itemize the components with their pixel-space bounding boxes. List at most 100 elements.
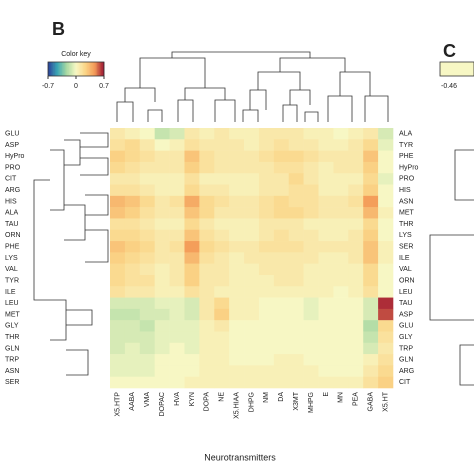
heatmap-cell	[288, 320, 304, 332]
heatmap-cell	[348, 150, 364, 163]
heatmap-cell	[184, 252, 200, 264]
heatmap-cell	[244, 218, 260, 231]
heatmap-cell	[184, 241, 200, 253]
panel-c-dendrogram	[429, 149, 474, 386]
heatmap-cell	[363, 195, 379, 208]
heatmap-cell	[199, 195, 215, 208]
right-label: THR	[399, 221, 413, 228]
heatmap-cell	[110, 150, 126, 163]
heatmap-cell	[303, 342, 319, 355]
colorbar-segment	[94, 62, 96, 76]
heatmap-cell	[169, 173, 185, 185]
heatmap-cell	[169, 207, 185, 219]
row-label: TYR	[5, 277, 19, 284]
x-axis-label: Neurotransmitters	[204, 452, 276, 462]
heatmap-cell	[333, 241, 349, 253]
right-label: ALA	[399, 130, 413, 137]
right-label: ILE	[399, 255, 410, 262]
heatmap-cell	[199, 252, 215, 264]
heatmap-cell	[348, 241, 364, 253]
column-label: NE	[219, 392, 226, 402]
heatmap-cell	[229, 286, 245, 298]
heatmap-cell	[363, 184, 379, 197]
colorbar-segment	[78, 62, 81, 76]
column-label: HVA	[174, 392, 181, 406]
heatmap-cell	[303, 274, 319, 287]
heatmap-cell	[378, 308, 394, 321]
heatmap-cell	[378, 376, 394, 389]
panel-label: C	[443, 41, 456, 61]
heatmap-cell	[169, 297, 185, 310]
heatmap-cell	[199, 128, 215, 140]
colorbar-segment	[55, 62, 57, 76]
row-dendrogram	[33, 132, 109, 376]
right-label: ASP	[399, 311, 413, 318]
heatmap-cell	[199, 218, 215, 231]
heatmap-cell	[124, 173, 141, 185]
heatmap-cell	[244, 207, 260, 219]
heatmap-cell	[288, 365, 304, 377]
heatmap-cell	[378, 252, 394, 264]
heatmap-cell	[363, 139, 379, 151]
heatmap-cell	[363, 342, 379, 355]
heatmap-cell	[184, 184, 200, 197]
heatmap-cell	[348, 218, 364, 231]
heatmap-cell	[124, 308, 141, 321]
row-label: ARG	[5, 187, 20, 194]
heatmap-cell	[378, 297, 394, 310]
heatmap-cell	[303, 184, 319, 197]
column-label: PEA	[353, 392, 360, 406]
heatmap-cell	[169, 161, 185, 174]
heatmap-cell	[154, 274, 170, 287]
colorbar-segment	[59, 62, 61, 76]
heatmap-cell	[303, 128, 319, 140]
heatmap-cell	[110, 320, 126, 332]
heatmap-cell	[124, 365, 141, 377]
heatmap-cell	[363, 365, 379, 377]
heatmap-cell	[169, 229, 185, 242]
heatmap-cell	[139, 173, 155, 185]
heatmap-cell	[288, 207, 304, 219]
heatmap-cell	[318, 139, 334, 151]
heatmap-cell	[214, 218, 230, 231]
heatmap-cell	[244, 274, 260, 287]
heatmap-cell	[318, 128, 334, 140]
heatmap-cell	[288, 308, 304, 321]
heatmap-cell	[184, 263, 200, 276]
heatmap-cell	[169, 150, 185, 163]
heatmap-cell	[229, 218, 245, 231]
heatmap-cell	[333, 128, 349, 140]
colorbar-segment	[81, 62, 84, 76]
heatmap-cell	[303, 173, 319, 185]
heatmap-cell	[154, 229, 170, 242]
heatmap-cell	[184, 161, 200, 174]
heatmap-cell	[229, 252, 245, 264]
heatmap-cell	[333, 161, 349, 174]
column-label: DOPA	[204, 392, 211, 412]
heatmap-cell	[229, 365, 245, 377]
heatmap-cell	[199, 263, 215, 276]
heatmap-cell	[303, 365, 319, 377]
heatmap-cell	[154, 308, 170, 321]
heatmap-cell	[288, 150, 304, 163]
right-label: VAL	[399, 266, 412, 273]
heatmap-cell	[169, 342, 185, 355]
heatmap-cell	[124, 128, 141, 140]
row-label: ORN	[5, 232, 21, 239]
heatmap-cell	[154, 263, 170, 276]
heatmap-cell	[169, 286, 185, 298]
heatmap-cell	[199, 241, 215, 253]
heatmap-cell	[348, 297, 364, 310]
heatmap-cell	[258, 139, 275, 151]
heatmap-cell	[333, 320, 349, 332]
heatmap-cell	[258, 218, 275, 231]
right-label: MET	[399, 210, 415, 217]
heatmap-cell	[199, 184, 215, 197]
heatmap-cell	[229, 184, 245, 197]
heatmap-cell	[348, 229, 364, 242]
heatmap-cell	[273, 308, 290, 321]
heatmap-cell	[378, 342, 394, 355]
column-label: GABA	[368, 392, 375, 412]
heatmap-cell	[258, 365, 275, 377]
